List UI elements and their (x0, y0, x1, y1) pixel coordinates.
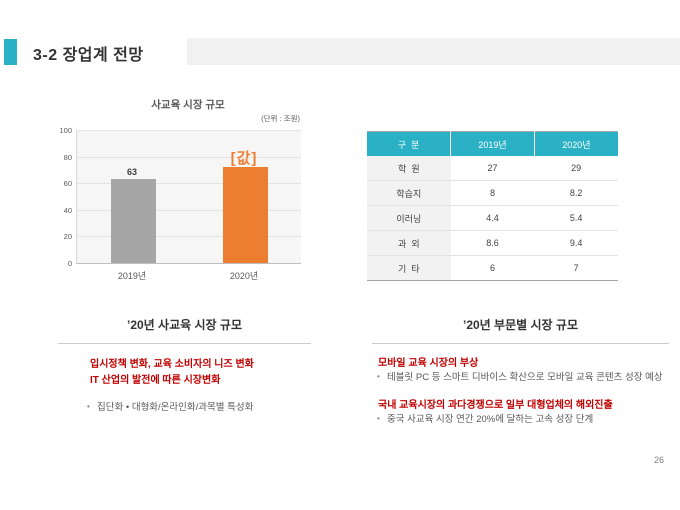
highlight-text: IT 산업의 발전에 따른 시장변화 (90, 374, 221, 386)
table-row: 이러닝 4.4 5.4 (367, 205, 618, 231)
bar-value-label: 63 (126, 167, 137, 178)
highlight-text: 모바일 교육 시장의 부상 (378, 358, 479, 369)
table-header-cell: 구 분 (367, 131, 452, 156)
highlight-block: 입시정책 변화, 교육 소비자의 니즈 변화 IT 산업의 발전에 따른 시장변화 (90, 357, 311, 388)
table-category-cell: 이러닝 (367, 205, 451, 231)
table-value-cell: 4.4 (450, 205, 535, 231)
table-header-cell: 2019년 (450, 131, 535, 156)
page-title: 3-2 장업계 전망 (33, 47, 144, 64)
section-block: 모바일 교육 시장의 부상테블릿 PC 등 스마트 디바이스 확산으로 모바일 … (372, 354, 669, 386)
gridline (77, 156, 301, 158)
section-heading: ’20년 사교육 시장 규모 (126, 318, 242, 332)
section-by-segment: ’20년 부문별 시장 규모 모바일 교육 시장의 부상테블릿 PC 등 스마트… (372, 310, 669, 427)
table-value-cell: 5.4 (534, 205, 618, 231)
bullet-list: 집단화 • 대형화/온라인화/과목별 특성화 (86, 401, 311, 416)
chart-plot (76, 130, 301, 264)
table-row: 과 외 8.6 9.4 (367, 230, 618, 256)
bullet-list: 중국 사교육 시장 연간 20%에 달하는 고속 성장 단계 (376, 413, 669, 428)
table-value-cell: 8 (450, 180, 535, 206)
table-header-cell: 2020년 (534, 131, 618, 156)
y-axis-tick-label: 100 (59, 126, 72, 135)
gridline (77, 209, 301, 211)
table-category-cell: 학 원 (367, 156, 451, 181)
table-category-cell: 학습지 (367, 180, 451, 206)
table-value-cell: 29 (571, 163, 582, 173)
highlight-text: 입시정책 변화, 교육 소비자의 니즈 변화 (90, 359, 254, 370)
bar-2020년 (222, 167, 268, 263)
bar-2019년 (110, 179, 156, 263)
y-axis-tick-label: 80 (63, 152, 72, 162)
table-value-cell: 6 (450, 255, 535, 281)
chart-unit-label: (단위 : 조원) (261, 114, 300, 123)
section-private-education: ’20년 사교육 시장 규모 입시정책 변화, 교육 소비자의 니즈 변화 IT … (58, 310, 311, 416)
table-category-cell: 기 타 (367, 255, 451, 281)
title-accent-square (4, 39, 17, 65)
bar-value-label: [값] (230, 150, 258, 168)
table-value-cell: 8.6 (450, 230, 535, 256)
gridline (77, 130, 301, 131)
x-axis-category-label: 2019년 (117, 271, 147, 281)
y-axis-tick-label: 60 (63, 179, 72, 189)
section-block: 국내 교육시장의 과다경쟁으로 일부 대형업체의 해외진출중국 사교육 시장 연… (372, 396, 669, 428)
gridline (77, 183, 301, 185)
table-value-cell: 8.2 (534, 180, 618, 206)
table-row: 학 원 27 29 (367, 156, 618, 181)
table-value-cell: 9.4 (534, 230, 618, 256)
section-divider (58, 343, 311, 344)
chart-title: 사교육 시장 규모 (151, 99, 225, 111)
x-axis-category-label: 2020년 (229, 271, 259, 281)
title-background-strip (187, 38, 680, 65)
highlight-text: 국내 교육시장의 과다경쟁으로 일부 대형업체의 해외진출 (378, 399, 613, 411)
y-axis-tick-label: 0 (67, 259, 72, 268)
bullet-item: 테블릿 PC 등 스마트 디바이스 확산으로 모바일 교육 콘텐츠 성장 예상 (376, 371, 669, 386)
bullet-item: 집단화 • 대형화/온라인화/과목별 특성화 (86, 401, 311, 416)
table-header-row: 구 분 2019년 2020년 (367, 131, 618, 156)
table-header: 구 분 2019년 2020년 (367, 131, 618, 156)
section-heading: ’20년 부문별 시장 규모 (462, 318, 578, 332)
chart: 사교육 시장 규모 (단위 : 조원) 0 20 40 60 80 100 63 2019년 [… (58, 92, 308, 292)
gridline (77, 236, 301, 238)
y-axis-tick-label: 40 (63, 205, 72, 215)
market-table: 구 분 2019년 2020년 학 원 27 29 학습지 8 8.2 이러닝 4.4 5.4 과 외… (367, 131, 618, 281)
y-axis-tick-label: 20 (63, 232, 72, 242)
table-value-cell: 7 (534, 255, 618, 281)
bullet-item: 중국 사교육 시장 연간 20%에 달하는 고속 성장 단계 (376, 413, 669, 428)
page-number: 26 (653, 455, 664, 465)
table-value-cell: 27 (487, 163, 498, 173)
section-divider (372, 343, 669, 344)
table-row: 학습지 8 8.2 (367, 180, 618, 206)
section-blocks: 모바일 교육 시장의 부상테블릿 PC 등 스마트 디바이스 확산으로 모바일 … (372, 354, 669, 427)
table-category-cell: 과 외 (367, 230, 451, 256)
bullet-list: 테블릿 PC 등 스마트 디바이스 확산으로 모바일 교육 콘텐츠 성장 예상 (376, 371, 669, 386)
